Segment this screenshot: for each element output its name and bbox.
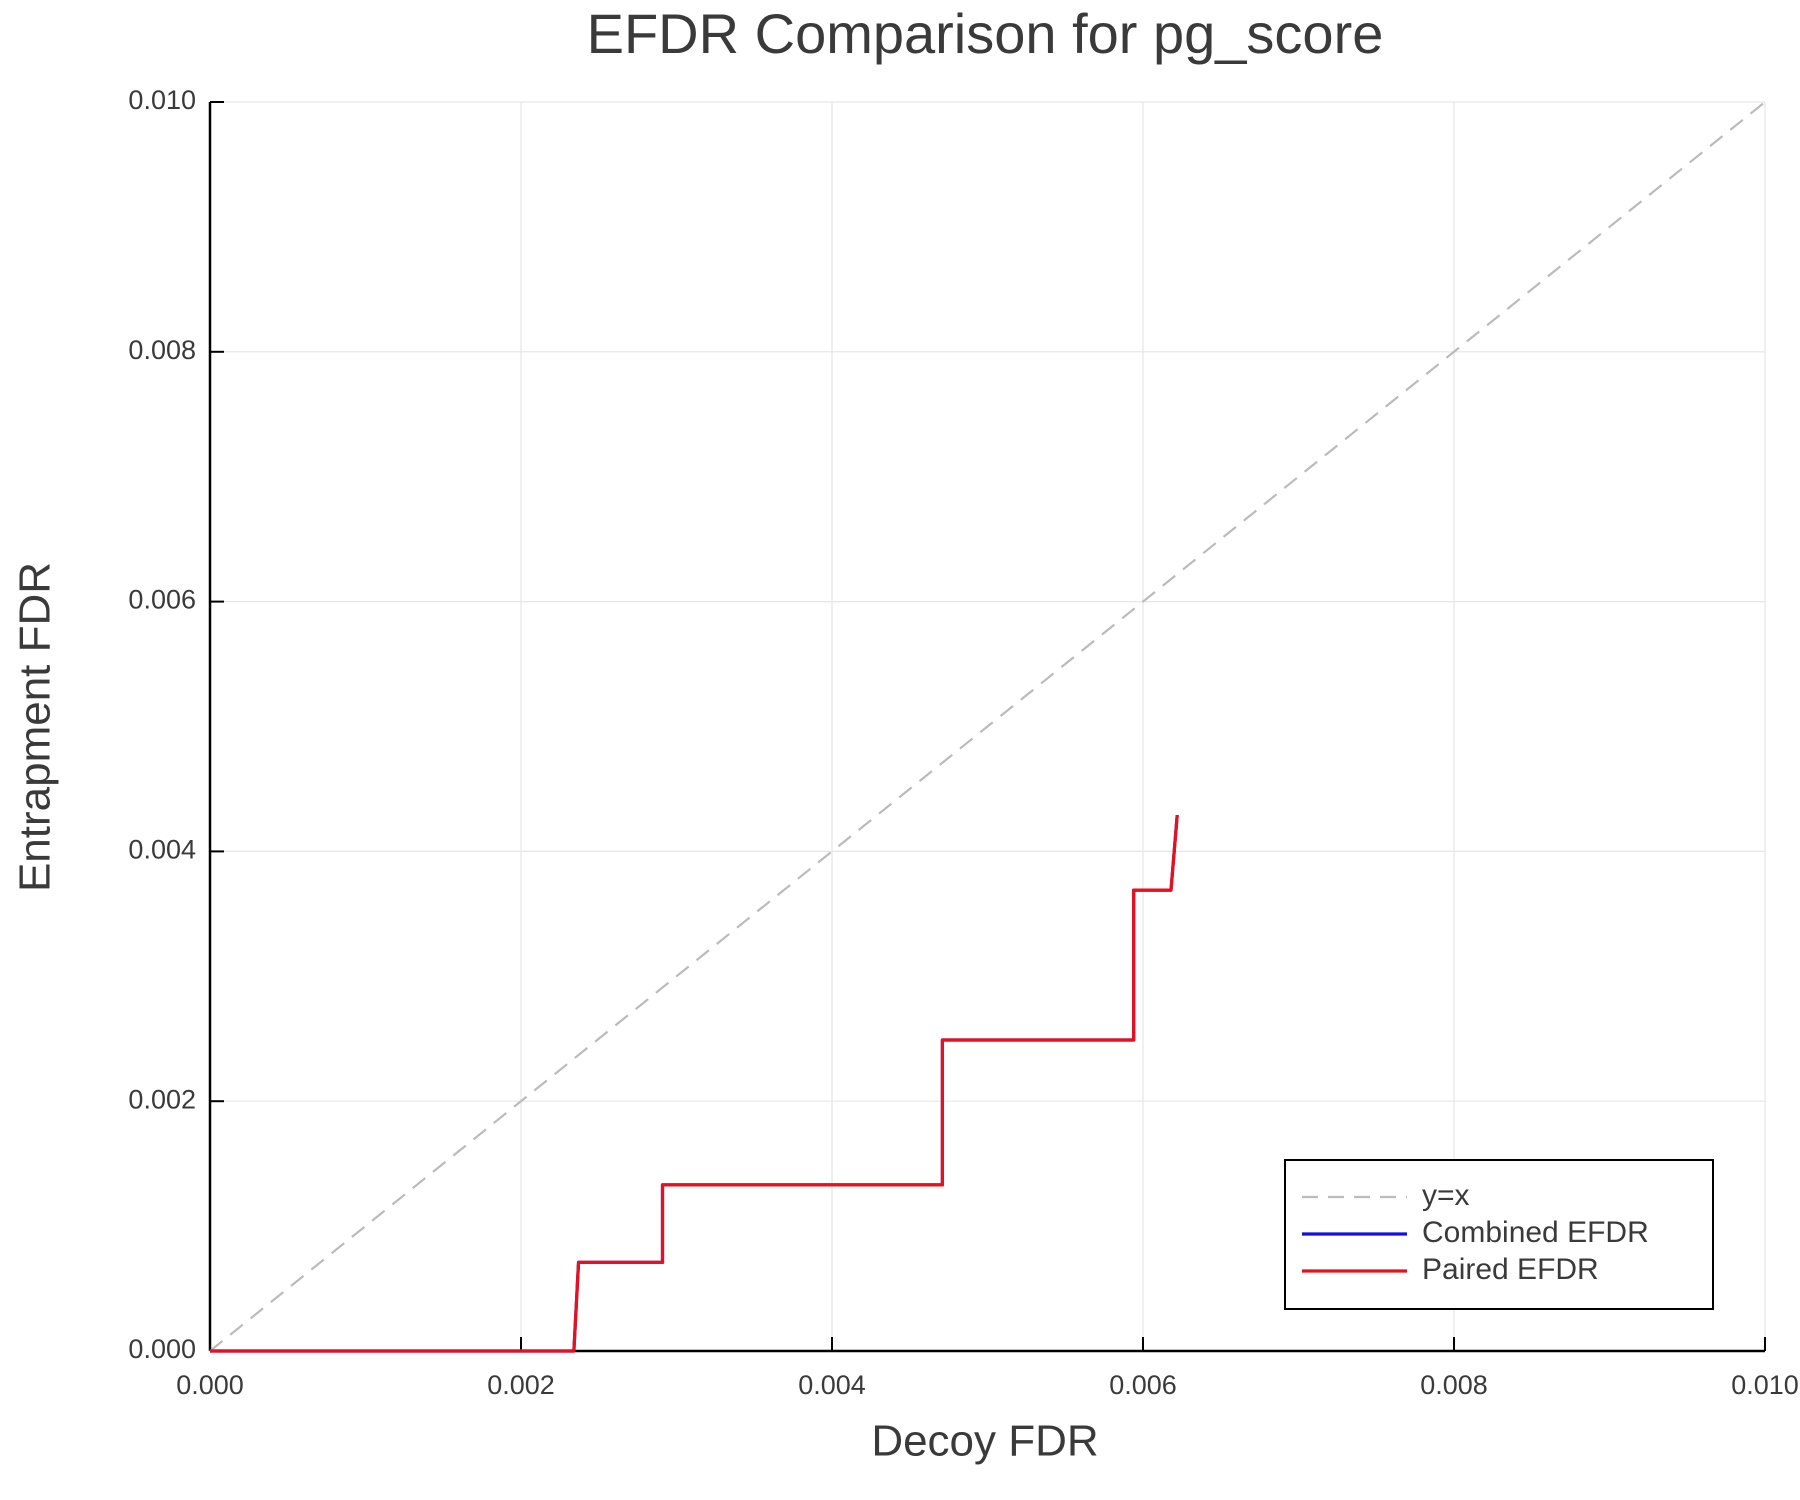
chart-title: EFDR Comparison for pg_score bbox=[587, 2, 1384, 65]
x-tick-label: 0.000 bbox=[176, 1370, 244, 1400]
series-line bbox=[210, 815, 1179, 1353]
x-tick-label: 0.006 bbox=[1109, 1370, 1177, 1400]
series-line bbox=[210, 815, 1179, 1353]
y-tick-label: 0.004 bbox=[128, 835, 196, 865]
y-tick-label: 0.000 bbox=[128, 1334, 196, 1364]
legend-label: Combined EFDR bbox=[1422, 1216, 1649, 1249]
x-axis-label: Decoy FDR bbox=[871, 1417, 1098, 1466]
x-tick-label: 0.004 bbox=[798, 1370, 866, 1400]
x-tick-label: 0.008 bbox=[1420, 1370, 1488, 1400]
y-tick-label: 0.006 bbox=[128, 585, 196, 615]
legend-label: y=x bbox=[1422, 1179, 1470, 1212]
x-tick-label: 0.002 bbox=[487, 1370, 555, 1400]
x-tick-label: 0.010 bbox=[1731, 1370, 1799, 1400]
y-tick-label: 0.002 bbox=[128, 1084, 196, 1114]
series-line bbox=[209, 101, 1766, 1352]
y-axis-label: Entrapment FDR bbox=[11, 562, 60, 892]
y-tick-label: 0.010 bbox=[128, 85, 196, 115]
y-tick-label: 0.008 bbox=[128, 335, 196, 365]
legend-label: Paired EFDR bbox=[1422, 1253, 1599, 1286]
